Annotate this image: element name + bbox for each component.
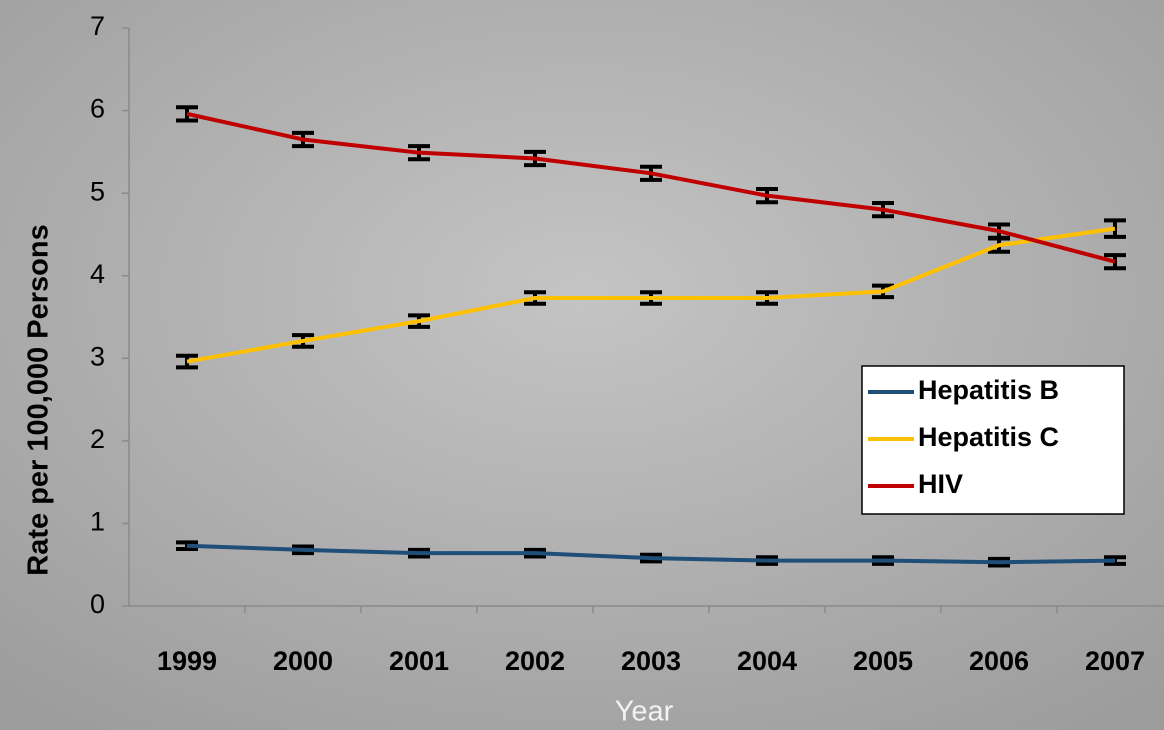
error-bar (1104, 218, 1126, 239)
y-tick-label: 5 (90, 176, 105, 206)
error-bar (176, 353, 198, 370)
y-tick-label: 1 (90, 507, 105, 537)
series-line (186, 111, 1116, 264)
series-line (186, 226, 1116, 364)
x-tick-label: 2005 (853, 646, 913, 676)
x-tick-label: 2003 (621, 646, 681, 676)
legend-label: HIV (918, 469, 963, 499)
y-axis-label: Rate per 100,000 Persons (23, 224, 55, 575)
y-tick-label: 7 (90, 11, 105, 41)
y-tick-label: 6 (90, 94, 105, 124)
x-axis-label: Year (615, 696, 674, 728)
series-line (186, 543, 1116, 565)
y-tick-label: 4 (90, 259, 105, 289)
x-tick-label: 2002 (505, 646, 565, 676)
y-tick-label: 3 (90, 341, 105, 371)
y-tick-label: 0 (90, 589, 105, 619)
x-tick-label: 2006 (969, 646, 1029, 676)
y-tick-label: 2 (90, 424, 105, 454)
legend-label: Hepatitis B (918, 375, 1059, 405)
x-tick-label: 2001 (389, 646, 449, 676)
x-tick-label: 2007 (1085, 646, 1145, 676)
legend-label: Hepatitis C (918, 422, 1059, 452)
x-tick-label: 1999 (157, 646, 217, 676)
x-tick-label: 2004 (737, 646, 797, 676)
x-tick-label: 2000 (273, 646, 333, 676)
